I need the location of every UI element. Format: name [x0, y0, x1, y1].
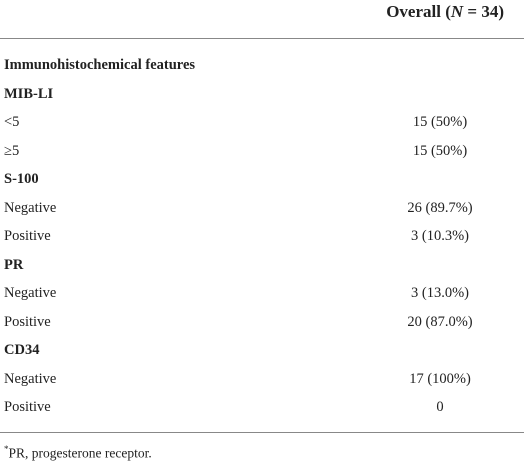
section-row: CD34 — [0, 336, 524, 364]
row-label: Positive — [4, 228, 51, 244]
row-value: 17 (100%) — [409, 370, 471, 387]
header-prefix: Overall ( — [386, 2, 451, 21]
row-value: 15 (50%) — [412, 114, 468, 130]
row-value: 3 (13.0%) — [411, 285, 469, 301]
row-label: Positive — [4, 313, 51, 330]
row-value: 20 (87.0%) — [407, 313, 473, 330]
data-row: Positive 0 — [0, 393, 524, 421]
footnote: *PR, progesterone receptor. — [4, 444, 152, 462]
row-label: Negative — [4, 370, 57, 387]
row-value: 3 (10.3%) — [411, 228, 469, 244]
data-row: Positive 3 (10.3%) — [0, 222, 524, 250]
row-value: 0 — [436, 399, 444, 415]
footnote-mark: * — [4, 444, 9, 454]
footnote-text: PR, progesterone receptor. — [8, 445, 152, 461]
data-row: Negative 17 (100%) — [0, 365, 524, 393]
header-italic: N — [450, 2, 464, 21]
row-label: <5 — [4, 114, 20, 130]
row-label: Negative — [4, 199, 57, 216]
row-label: Positive — [4, 399, 51, 415]
section-row: PR — [0, 251, 524, 279]
row-label: ≥5 — [4, 142, 20, 159]
row-value: 15 (50%) — [412, 142, 468, 159]
section-row: S-100 — [0, 165, 524, 193]
row-label: PR — [4, 256, 24, 273]
data-row: Negative 26 (89.7%) — [0, 194, 524, 222]
row-label: MIB-LI — [4, 85, 54, 102]
row-label: Negative — [4, 285, 57, 301]
section-row: Immunohistochemical features — [0, 51, 524, 79]
top-rule — [0, 38, 524, 39]
data-row: <5 15 (50%) — [0, 108, 524, 136]
header-suffix: = 34) — [463, 2, 504, 21]
section-row: MIB-LI — [0, 80, 524, 108]
data-row: ≥5 15 (50%) — [0, 137, 524, 165]
row-label: Immunohistochemical features — [4, 57, 196, 73]
row-label: CD34 — [4, 342, 40, 358]
row-label: S-100 — [4, 171, 39, 187]
data-row: Negative 3 (13.0%) — [0, 279, 524, 307]
row-value: 26 (89.7%) — [407, 199, 473, 216]
data-row: Positive 20 (87.0%) — [0, 308, 524, 336]
bottom-rule — [0, 432, 524, 433]
column-header: Overall (N = 34) — [386, 2, 504, 22]
